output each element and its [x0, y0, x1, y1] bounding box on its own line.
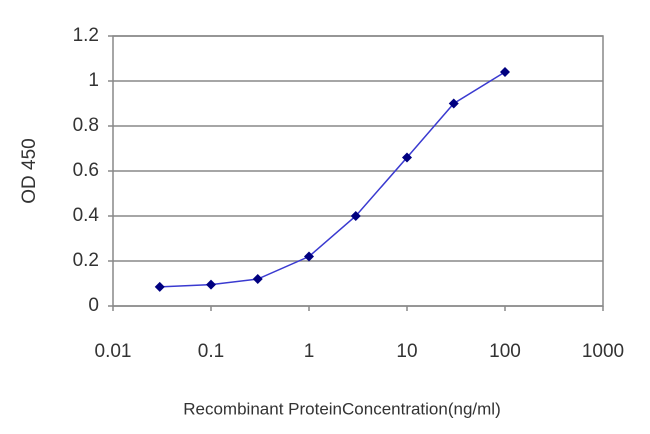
marker	[252, 274, 263, 284]
x-tick-label: 0.1	[198, 341, 224, 362]
x-tick-label: 100	[489, 341, 521, 362]
x-axis-label: Recombinant ProteinConcentration(ng/ml)	[183, 399, 501, 418]
y-tick-label: 0.4	[73, 205, 100, 226]
y-tick-label: 0.8	[73, 115, 99, 136]
x-tick-label: 1	[304, 341, 315, 362]
y-tick-label: 0	[88, 295, 99, 316]
marker	[402, 152, 412, 163]
y-tick-label: 1.2	[73, 25, 99, 46]
series-line	[159, 71, 506, 288]
y-tick-label: 0.2	[73, 250, 99, 271]
marker	[304, 251, 314, 262]
y-tick-label: 1	[88, 70, 99, 91]
x-tick-label: 1000	[582, 341, 624, 362]
x-tick-label: 0.01	[95, 341, 132, 362]
marker	[448, 98, 459, 109]
marker	[154, 281, 165, 292]
marker	[500, 67, 510, 77]
marker	[350, 211, 361, 221]
y-axis-label: OD 450	[19, 138, 40, 203]
marker	[206, 279, 216, 290]
x-tick-label: 10	[396, 341, 417, 362]
y-tick-label: 0.6	[73, 160, 99, 181]
